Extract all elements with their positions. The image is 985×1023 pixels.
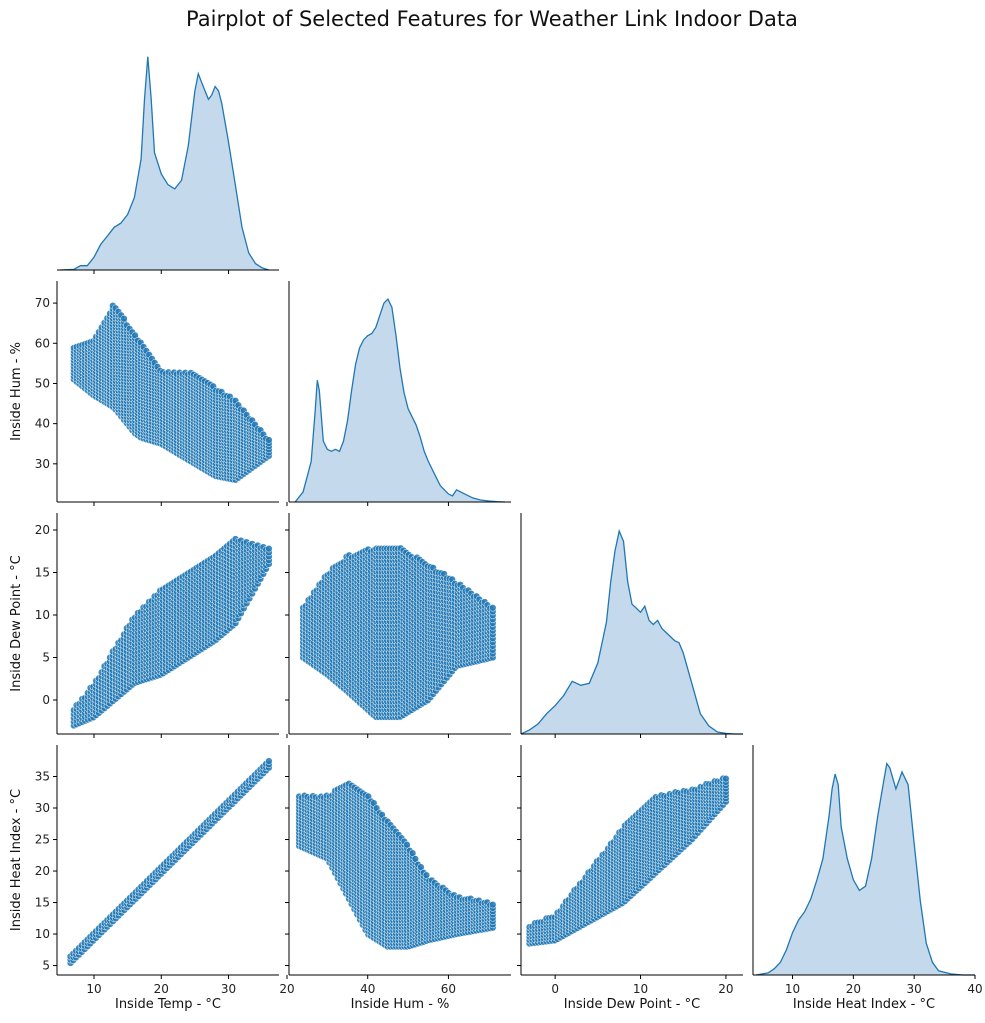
y-tick-label: 20 [35, 523, 50, 537]
y-tick-label: 5 [42, 651, 50, 665]
panel-dew-vs-temp: 0 5 10 15 20 [35, 513, 279, 738]
point [120, 315, 128, 323]
chart-title: Pairplot of Selected Features for Weathe… [186, 7, 798, 31]
scatter-dew-vs-hum [299, 544, 497, 721]
panel-hum-vs-hum [286, 281, 511, 506]
y-tick-label: 70 [35, 296, 50, 310]
panel-hum-vs-temp: 30 40 50 60 70 [35, 281, 279, 506]
kde-fill-temp [60, 56, 269, 271]
y-tick-label: 60 [35, 336, 50, 350]
kde-line-temp [60, 56, 270, 271]
point [265, 436, 273, 444]
y-tick-label: 40 [35, 417, 50, 431]
panel-dew-vs-hum [285, 513, 511, 738]
point [265, 545, 273, 553]
y-tick-label: 10 [35, 608, 50, 622]
y-tick-label: 15 [35, 566, 50, 580]
y-tick-label: 30 [35, 457, 50, 471]
panel-temp-vs-temp [57, 56, 279, 274]
y-tick-label: 0 [42, 693, 50, 707]
scatter-hum-vs-temp [70, 302, 273, 484]
y-tick-label: 50 [35, 376, 50, 390]
scatter-dew-vs-temp [70, 535, 273, 730]
kde-fill-hum [295, 299, 505, 502]
